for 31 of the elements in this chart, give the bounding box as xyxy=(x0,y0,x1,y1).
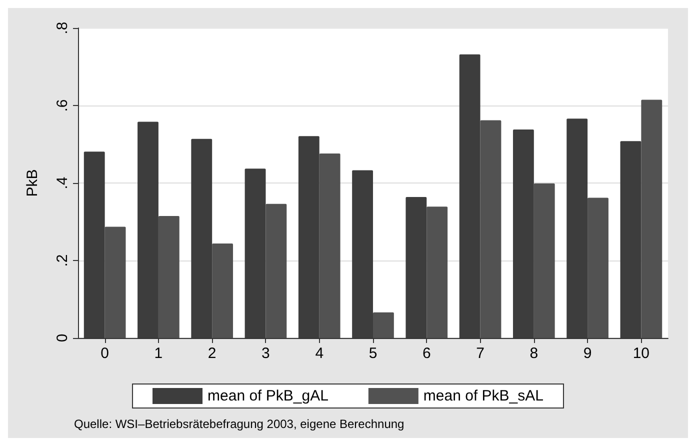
x-tick-label: 4 xyxy=(315,345,324,362)
bar xyxy=(104,226,126,338)
source-note: Quelle: WSI–Betriebsrätebefragung 2003, eigene Berechnung xyxy=(74,417,404,431)
x-tick-label: 8 xyxy=(530,345,538,362)
x-tick-label: 5 xyxy=(368,345,378,362)
bar xyxy=(588,198,608,338)
bar xyxy=(641,100,662,338)
bar xyxy=(534,183,555,338)
bar xyxy=(319,154,340,338)
y-tick-label: 0 xyxy=(54,334,71,342)
bar xyxy=(158,216,180,338)
legend-label: mean of PkB_gAL xyxy=(208,388,328,404)
y-tick-label: .8 xyxy=(54,22,71,34)
y-tick-label: .6 xyxy=(54,99,71,112)
x-tick-label: 3 xyxy=(262,345,270,362)
y-axis-title: PkB xyxy=(24,169,41,197)
x-tick-label: 10 xyxy=(632,345,650,362)
y-tick-label: .2 xyxy=(54,254,71,267)
x-tick-label: 7 xyxy=(476,345,484,362)
legend-label: mean of PkB_sAL xyxy=(423,388,544,404)
x-tick-label: 2 xyxy=(208,345,216,362)
x-tick-label: 1 xyxy=(154,345,163,362)
x-tick-label: 9 xyxy=(583,345,592,362)
y-tick-label: .4 xyxy=(54,176,71,190)
bar xyxy=(212,243,234,338)
x-tick-label: 6 xyxy=(422,345,431,362)
bar xyxy=(373,312,394,338)
bar xyxy=(426,206,448,338)
x-tick-label: 0 xyxy=(100,345,109,362)
bar xyxy=(266,204,287,338)
bar xyxy=(480,120,502,338)
